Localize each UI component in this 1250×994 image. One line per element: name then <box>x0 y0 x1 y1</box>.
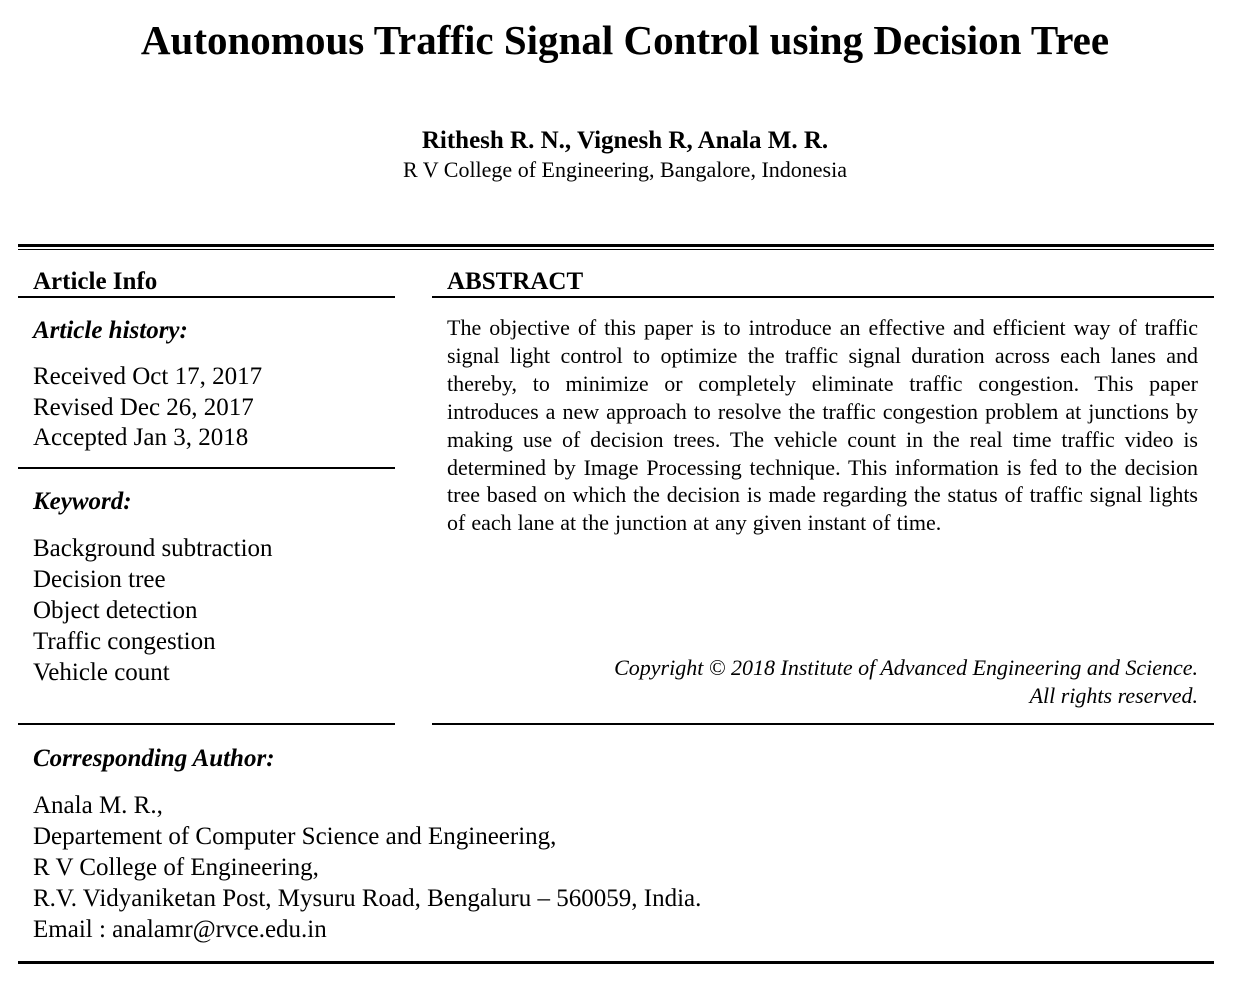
author-email: Email : analamr@rvce.edu.in <box>33 916 327 943</box>
abstract-text: The objective of this paper is to introd… <box>447 315 1198 536</box>
history-item: Received Oct 17, 2017 <box>33 363 263 390</box>
corresponding-author-details: Anala M. R., Departement of Computer Sci… <box>33 790 701 945</box>
author-affiliation: R V College of Engineering, Bangalore, I… <box>403 157 847 182</box>
article-info-heading-rule <box>18 296 395 298</box>
article-info-heading: Article Info <box>33 268 158 295</box>
rights-reserved-line: All rights reserved. <box>1029 683 1198 708</box>
article-info-bottom-rule <box>18 723 395 725</box>
keyword-item: Background subtraction <box>33 535 273 562</box>
article-history-heading: Article history: <box>33 317 188 344</box>
corresponding-author-heading: Corresponding Author: <box>33 745 275 772</box>
author-name: Anala M. R., <box>33 792 163 819</box>
abstract-bottom-rule <box>432 723 1214 725</box>
keyword-item: Decision tree <box>33 566 166 593</box>
history-item: Revised Dec 26, 2017 <box>33 393 254 421</box>
article-history-list: Received Oct 17, 2017 Revised Dec 26, 20… <box>33 362 262 454</box>
bottom-rule <box>18 961 1214 964</box>
copyright-notice: Copyright © 2018 Institute of Advanced E… <box>447 654 1198 710</box>
keyword-item: Object detection <box>33 597 198 624</box>
keyword-heading: Keyword: <box>33 488 132 515</box>
copyright-line: Copyright © 2018 Institute of Advanced E… <box>614 655 1198 680</box>
keyword-item: Vehicle count <box>33 659 170 686</box>
keyword-list: Background subtraction Decision tree Obj… <box>33 533 273 688</box>
history-divider <box>18 467 395 469</box>
top-rule-thin <box>18 249 1214 250</box>
author-names: Rithesh R. N., Vignesh R, Anala M. R. <box>421 127 829 154</box>
top-rule-thick <box>18 244 1214 247</box>
history-item: Accepted Jan 3, 2018 <box>33 424 249 451</box>
author-address: R.V. Vidyaniketan Post, Mysuru Road, Ben… <box>33 885 702 912</box>
keyword-item: Traffic congestion <box>33 628 216 655</box>
abstract-heading-rule <box>432 296 1214 298</box>
paper-title: Autonomous Traffic Signal Control using … <box>140 17 1110 63</box>
abstract-heading: ABSTRACT <box>447 268 584 295</box>
author-college: R V College of Engineering, <box>33 854 319 881</box>
author-department: Departement of Computer Science and Engi… <box>33 823 557 850</box>
